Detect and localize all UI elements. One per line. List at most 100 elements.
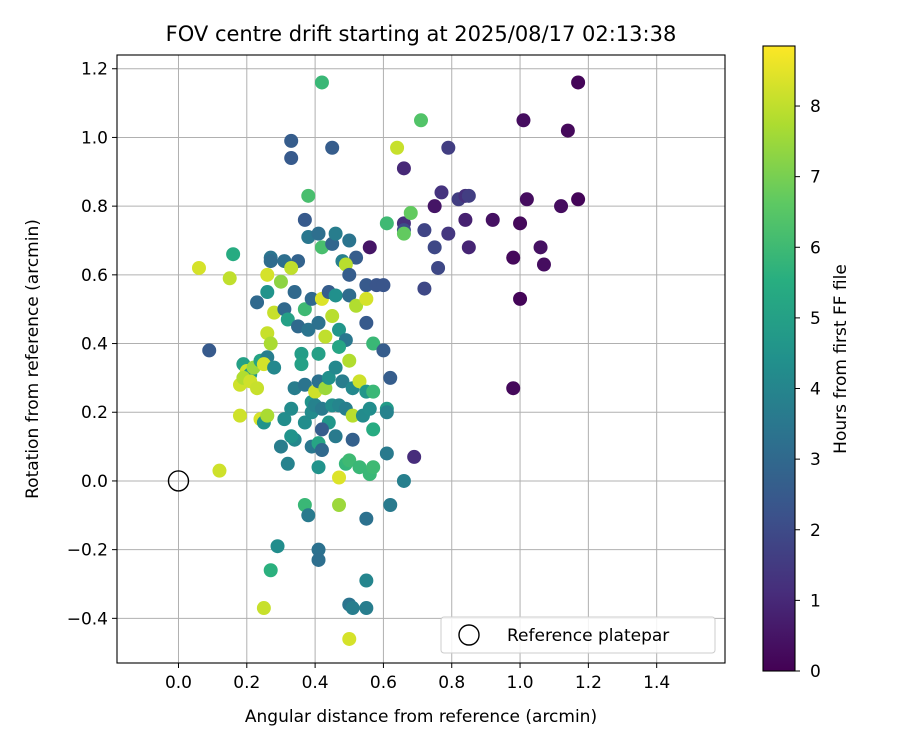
data-point [260,285,275,300]
data-point [311,346,326,361]
data-point [280,456,295,471]
data-point [267,360,282,375]
colorbar-tick-label: 4 [810,380,821,400]
data-point [345,432,360,447]
data-point [311,226,326,241]
data-point [362,401,377,416]
data-point [280,312,295,327]
data-point [427,199,442,214]
x-tick-label: 1.2 [575,673,602,693]
data-point [301,188,316,203]
data-point [328,429,343,444]
colorbar-tick-label: 3 [810,450,821,470]
data-point [342,267,357,282]
data-point [396,226,411,241]
data-point [427,240,442,255]
data-point [256,601,271,616]
data-point [311,552,326,567]
data-point [352,374,367,389]
y-tick-label: −0.2 [67,541,108,561]
data-point [332,470,347,485]
data-point [376,278,391,293]
data-point [349,250,364,265]
data-point [359,511,374,526]
data-points [191,75,586,646]
data-point [314,443,329,458]
data-point [301,322,316,337]
data-point [191,260,206,275]
data-point [342,288,357,303]
data-point [328,360,343,375]
data-point [314,422,329,437]
x-tick-label: 0.0 [165,673,192,693]
data-point [434,185,449,200]
data-point [250,381,265,396]
y-tick-label: 0.8 [81,197,108,217]
data-point [403,206,418,221]
data-point [287,285,302,300]
data-point [284,260,299,275]
x-tick-label: 0.4 [302,673,329,693]
data-point [297,415,312,430]
data-point [273,274,288,289]
data-point [335,374,350,389]
data-point [396,161,411,176]
legend-box [440,616,716,654]
data-point [366,384,381,399]
data-point [232,408,247,423]
data-point [513,291,528,306]
data-point [571,192,586,207]
colorbar: 0 1 2 3 4 5 6 7 8 Hours from first FF file [762,45,851,682]
data-point [379,216,394,231]
reference-platepar-marker [167,470,190,492]
plot-frame [116,54,726,664]
colorbar-tick-label: 7 [810,168,821,188]
data-point [250,295,265,310]
data-point [321,370,336,385]
data-point [379,446,394,461]
data-point [284,401,299,416]
y-tick-label: 0.0 [81,472,108,492]
data-point [263,254,278,269]
data-point [304,291,319,306]
data-point [441,226,456,241]
data-point [554,199,569,214]
data-point [417,223,432,238]
colorbar-label: Hours from first FF file [831,264,851,454]
data-point [359,291,374,306]
data-point [260,408,275,423]
data-point [458,212,473,227]
data-point [359,573,374,588]
x-tick-label: 0.8 [438,673,465,693]
data-point [332,497,347,512]
data-point [270,539,285,554]
data-point [284,151,299,166]
y-axis-ticks: −0.4 −0.2 0.0 0.2 0.4 0.6 0.8 1.0 1.2 [67,60,117,629]
colorbar-tick-label: 1 [810,591,821,611]
data-point [349,298,364,313]
colorbar-ticks: 0 1 2 3 4 5 6 7 8 [795,97,821,682]
data-point [342,353,357,368]
data-point [560,123,575,138]
data-point [325,309,340,324]
data-point [417,281,432,296]
data-point [294,357,309,372]
data-point [345,408,360,423]
data-point [359,278,374,293]
data-point [325,140,340,155]
data-point [345,601,360,616]
data-point [431,260,446,275]
data-point [506,250,521,265]
data-point [263,336,278,351]
legend-label: Reference platepar [507,626,669,646]
data-point [297,377,312,392]
data-point [263,563,278,578]
colorbar-tick-label: 0 [810,662,821,682]
data-point [441,140,456,155]
data-point [260,267,275,282]
data-point [513,216,528,231]
data-point [383,497,398,512]
data-point [352,460,367,475]
data-point [519,192,534,207]
